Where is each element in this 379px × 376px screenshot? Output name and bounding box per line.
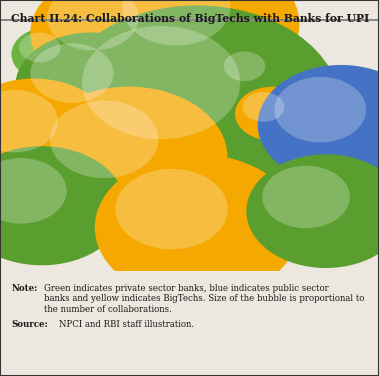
Circle shape	[102, 0, 299, 95]
Circle shape	[82, 26, 240, 139]
Circle shape	[243, 92, 284, 122]
Circle shape	[0, 90, 58, 152]
Text: Green indicates private sector banks, blue indicates public sector
banks and yel: Green indicates private sector banks, bl…	[44, 284, 364, 314]
Circle shape	[115, 169, 228, 249]
Circle shape	[274, 77, 366, 143]
Circle shape	[53, 5, 341, 211]
Circle shape	[224, 52, 265, 81]
Circle shape	[15, 32, 167, 141]
Circle shape	[0, 79, 114, 192]
Circle shape	[19, 32, 61, 62]
Circle shape	[0, 158, 67, 224]
Circle shape	[122, 0, 230, 45]
Circle shape	[258, 65, 379, 184]
Circle shape	[0, 146, 125, 265]
Circle shape	[11, 27, 87, 81]
Circle shape	[50, 101, 158, 178]
Circle shape	[30, 86, 227, 227]
Circle shape	[47, 0, 139, 50]
Circle shape	[30, 0, 197, 92]
Circle shape	[95, 154, 299, 300]
Text: NPCI and RBI staff illustration.: NPCI and RBI staff illustration.	[59, 320, 194, 329]
Circle shape	[216, 46, 292, 100]
Circle shape	[235, 86, 311, 141]
Text: Note:: Note:	[11, 284, 38, 293]
Text: Source:: Source:	[11, 320, 48, 329]
Text: Chart II.24: Collaborations of BigTechs with Banks for UPI: Chart II.24: Collaborations of BigTechs …	[11, 13, 370, 24]
Circle shape	[246, 154, 379, 268]
Circle shape	[30, 43, 114, 103]
Circle shape	[262, 166, 350, 228]
